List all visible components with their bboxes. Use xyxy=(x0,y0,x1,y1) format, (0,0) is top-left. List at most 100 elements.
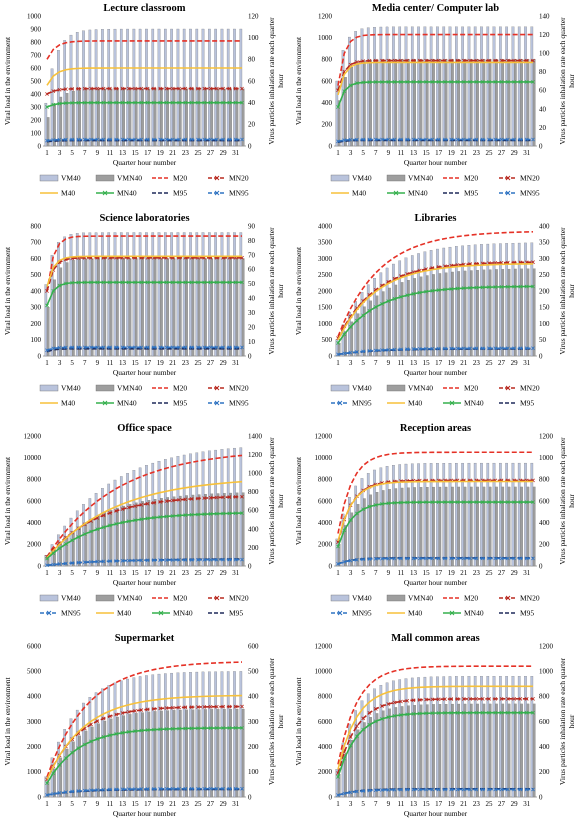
y2-tick-label: 140 xyxy=(539,12,550,20)
line-M40 xyxy=(46,255,242,287)
marker-MN40-2 xyxy=(342,89,347,94)
bar-VM40-9 xyxy=(94,232,98,357)
legend-label-MN40: MN40 xyxy=(117,399,137,408)
legend-label-VMN40: VMN40 xyxy=(408,384,433,393)
marker-MN95-3 xyxy=(57,562,62,566)
bar-VMN40-8 xyxy=(381,710,385,798)
bar-VMN40-6 xyxy=(369,494,372,567)
x-tick-label: 15 xyxy=(132,569,140,577)
marker-MN95-7 xyxy=(373,348,378,353)
legend-swatch-VM40 xyxy=(330,384,350,392)
marker-MN95-8 xyxy=(380,788,384,792)
y2-axis-label-line2: hour xyxy=(567,714,576,728)
legend-label-MN40: MN40 xyxy=(173,609,193,618)
line-MN20 xyxy=(46,705,243,780)
marker-MN95-29 xyxy=(512,137,517,142)
y-axis-label: Viral load in the environment xyxy=(3,676,12,765)
marker-MN40-15 xyxy=(133,280,137,285)
marker-MN40-26 xyxy=(202,512,207,517)
line-MN20 xyxy=(46,256,242,292)
marker-MN20-17 xyxy=(145,501,150,506)
marker-MN40-22 xyxy=(177,280,181,285)
bar-VMN40-22 xyxy=(178,258,182,357)
marker-MN95-11 xyxy=(399,556,403,561)
marker-MN95-10 xyxy=(101,787,106,792)
bar-VMN40-11 xyxy=(109,88,113,147)
marker-MN20-18 xyxy=(443,697,447,701)
bar-VM40-29 xyxy=(511,676,515,798)
x-axis-label: Quarter hour number xyxy=(404,578,468,587)
marker-MN95-25 xyxy=(196,137,200,142)
marker-MN95-18 xyxy=(152,345,156,350)
marker-MN95-22 xyxy=(177,137,181,142)
bar-VM40-18 xyxy=(151,462,155,567)
bar-VMN40-8 xyxy=(90,258,94,357)
bar-VMN40-11 xyxy=(400,706,404,798)
x-tick-label: 7 xyxy=(83,359,87,367)
bar-VM40-9 xyxy=(385,26,389,147)
y2-tick-label: 90 xyxy=(248,222,256,230)
bar-VM40-30 xyxy=(226,232,230,357)
marker-MN40-16 xyxy=(430,80,435,84)
marker-MN95-19 xyxy=(158,558,163,562)
marker-MN40-19 xyxy=(449,287,454,291)
bar-VM40-29 xyxy=(220,232,224,357)
bar-VMN40-1 xyxy=(46,117,50,147)
bar-VMN40-19 xyxy=(451,59,454,147)
bar-VMN40-6 xyxy=(369,717,372,798)
bar-VMN40-32 xyxy=(532,59,536,147)
marker-MN95-19 xyxy=(449,346,454,351)
marker-MN20-23 xyxy=(474,697,479,701)
marker-MN40-20 xyxy=(164,280,169,285)
y-tick-label: 200 xyxy=(31,320,42,328)
marker-MN95-30 xyxy=(518,556,523,561)
marker-MN40-14 xyxy=(126,100,131,105)
marker-MN95-14 xyxy=(417,137,422,142)
bar-VM40-9 xyxy=(385,682,389,798)
marker-MN40-11 xyxy=(108,100,112,105)
marker-MN40-29 xyxy=(512,80,517,84)
bar-VM40-21 xyxy=(461,26,464,147)
bar-VMN40-31 xyxy=(526,268,530,357)
bar-VMN40-30 xyxy=(229,258,232,357)
marker-MN95-1 xyxy=(336,561,340,566)
line-MN95 xyxy=(46,558,243,567)
x-tick-label: 9 xyxy=(387,569,391,577)
marker-MN40-8 xyxy=(89,100,93,105)
marker-MN95-3 xyxy=(348,137,353,142)
marker-MN95-24 xyxy=(480,346,485,351)
marker-MN40-24 xyxy=(189,280,194,285)
bar-VMN40-3 xyxy=(59,267,63,357)
bar-VMN40-20 xyxy=(166,497,170,567)
bar-VM40-22 xyxy=(467,245,471,357)
marker-MN20-28 xyxy=(214,495,219,500)
bar-VMN40-31 xyxy=(526,59,530,147)
x-axis-label: Quarter hour number xyxy=(113,578,177,587)
marker-MN95-30 xyxy=(227,786,232,791)
marker-MN20-3 xyxy=(57,87,62,92)
bar-VMN40-2 xyxy=(344,331,347,357)
y-tick-label: 10000 xyxy=(24,454,42,462)
bar-VMN40-4 xyxy=(356,313,360,357)
marker-MN40-12 xyxy=(405,500,410,505)
marker-MN20-24 xyxy=(189,705,194,710)
bar-VM40-15 xyxy=(423,676,427,798)
x-tick-label: 3 xyxy=(349,359,353,367)
marker-MN40-24 xyxy=(480,710,485,715)
bar-VMN40-26 xyxy=(495,486,498,567)
bar-VMN40-6 xyxy=(78,526,81,567)
y2-tick-label: 120 xyxy=(248,12,259,20)
marker-MN20-15 xyxy=(133,86,137,91)
marker-MN95-30 xyxy=(227,345,232,350)
y-tick-label: 0 xyxy=(38,562,42,570)
marker-MN40-5 xyxy=(361,727,366,732)
marker-MN40-1 xyxy=(336,544,340,549)
y2-axis-label-line1: Virus particles inhalation rate each qua… xyxy=(558,657,567,785)
bar-VMN40-21 xyxy=(172,496,176,567)
chart-svg: Media center/ Computer lab02004006008001… xyxy=(294,3,576,198)
bar-VM40-25 xyxy=(195,452,199,567)
y-axis-label: Viral load in the environment xyxy=(294,36,303,125)
bar-VMN40-7 xyxy=(84,258,88,357)
marker-MN40-3 xyxy=(57,283,62,288)
marker-MN40-32 xyxy=(531,80,535,84)
